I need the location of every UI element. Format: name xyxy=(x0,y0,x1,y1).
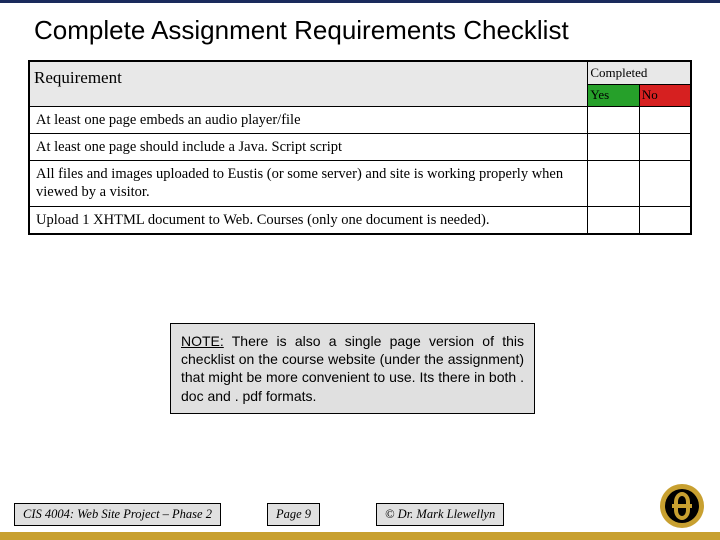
note-text: There is also a single page version of t… xyxy=(181,333,524,404)
no-cell xyxy=(639,161,691,206)
footer: CIS 4004: Web Site Project – Phase 2 Pag… xyxy=(0,496,720,532)
col-no: No xyxy=(639,84,691,106)
col-requirement: Requirement xyxy=(29,61,588,107)
no-cell xyxy=(639,107,691,134)
requirement-cell: All files and images uploaded to Eustis … xyxy=(29,161,588,206)
table-row: At least one page should include a Java.… xyxy=(29,134,691,161)
yes-cell xyxy=(588,161,640,206)
requirements-table: Requirement Completed Yes No At least on… xyxy=(28,60,692,235)
footer-author: © Dr. Mark Llewellyn xyxy=(376,503,504,526)
requirement-cell: At least one page embeds an audio player… xyxy=(29,107,588,134)
slide-container: Complete Assignment Requirements Checkli… xyxy=(0,3,720,532)
note-box: NOTE: There is also a single page versio… xyxy=(170,323,535,414)
ucf-logo-icon xyxy=(658,482,706,530)
footer-page: Page 9 xyxy=(267,503,320,526)
table-row: All files and images uploaded to Eustis … xyxy=(29,161,691,206)
footer-course: CIS 4004: Web Site Project – Phase 2 xyxy=(14,503,221,526)
requirement-cell: At least one page should include a Java.… xyxy=(29,134,588,161)
col-yes: Yes xyxy=(588,84,640,106)
table-row: At least one page embeds an audio player… xyxy=(29,107,691,134)
requirement-cell: Upload 1 XHTML document to Web. Courses … xyxy=(29,206,588,234)
no-cell xyxy=(639,134,691,161)
col-completed: Completed xyxy=(588,61,691,84)
yes-cell xyxy=(588,134,640,161)
no-cell xyxy=(639,206,691,234)
note-label: NOTE: xyxy=(181,333,224,349)
yes-cell xyxy=(588,107,640,134)
yes-cell xyxy=(588,206,640,234)
page-title: Complete Assignment Requirements Checkli… xyxy=(34,15,692,46)
table-row: Upload 1 XHTML document to Web. Courses … xyxy=(29,206,691,234)
